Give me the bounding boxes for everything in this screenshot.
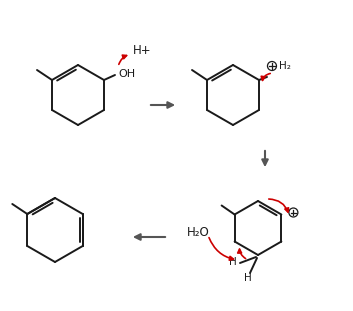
Text: OH: OH: [118, 69, 135, 79]
Text: H₂O: H₂O: [187, 225, 209, 239]
Text: H: H: [229, 257, 237, 267]
Text: H: H: [244, 273, 252, 283]
Text: H₂: H₂: [279, 61, 291, 71]
Text: H+: H+: [133, 44, 151, 57]
